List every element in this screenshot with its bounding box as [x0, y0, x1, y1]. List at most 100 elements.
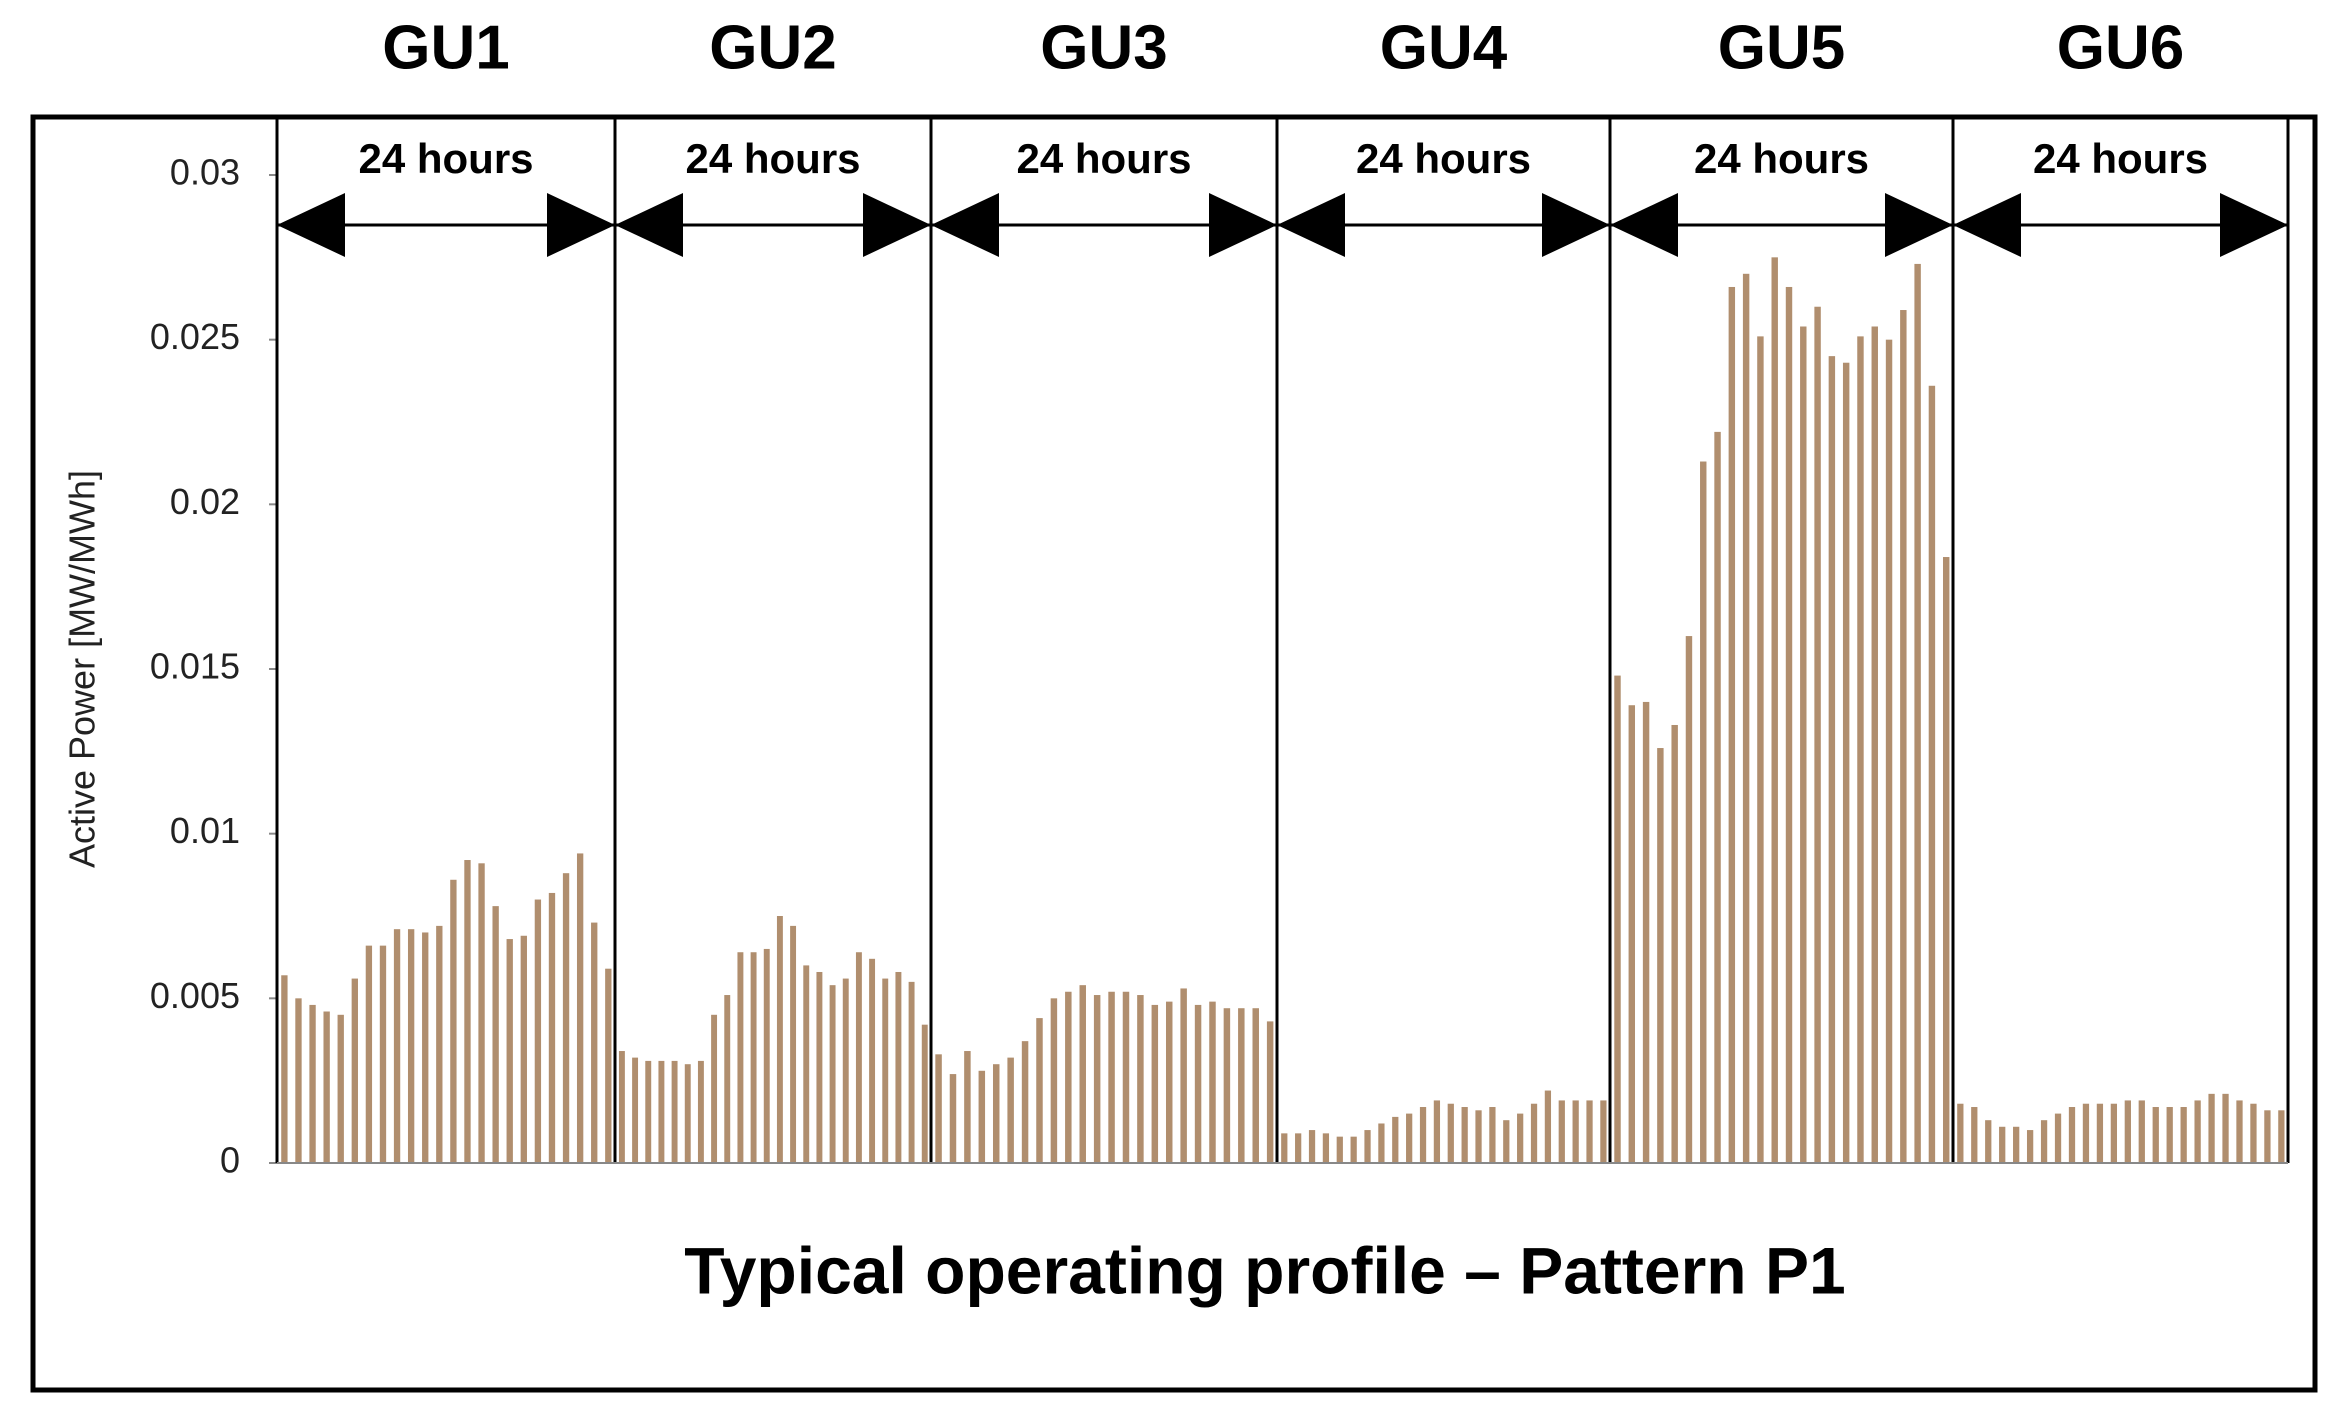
bar [711, 1014, 718, 1163]
bar [365, 945, 373, 1163]
bar [1350, 1136, 1357, 1163]
bar [1871, 326, 1878, 1163]
bar [1642, 701, 1650, 1163]
bar [1558, 1100, 1565, 1163]
bar [1295, 1133, 1302, 1163]
bar [949, 1074, 957, 1163]
bar [1530, 1103, 1538, 1163]
bar [1900, 310, 1907, 1163]
bar [1007, 1057, 1014, 1163]
bar [2264, 1110, 2271, 1163]
bar [2013, 1126, 2020, 1163]
bar [281, 975, 288, 1163]
bar [1814, 306, 1821, 1163]
bar [1165, 1001, 1173, 1163]
bar [1122, 991, 1130, 1163]
group-label: GU4 [1380, 13, 1508, 82]
bar [816, 971, 823, 1163]
bar [520, 935, 527, 1163]
bar [1828, 356, 1836, 1164]
bar [1180, 988, 1187, 1163]
bar [1108, 991, 1115, 1163]
group-label: GU5 [1718, 13, 1845, 82]
bar [803, 965, 810, 1163]
bar [1714, 431, 1721, 1163]
bar [1942, 557, 1950, 1163]
bar [1600, 1100, 1607, 1163]
bar [1489, 1107, 1496, 1163]
bar [337, 1014, 344, 1163]
span-label: 24 hours [1016, 135, 1191, 182]
bar [1628, 705, 1636, 1163]
span-label: 24 hours [685, 135, 860, 182]
bar [632, 1057, 639, 1163]
bar [1461, 1107, 1468, 1163]
bar [2082, 1103, 2090, 1163]
bar [1419, 1107, 1427, 1163]
bar [422, 932, 429, 1163]
bar [450, 879, 457, 1163]
bar [2166, 1107, 2173, 1163]
bar [1223, 1008, 1231, 1163]
bar [379, 945, 387, 1163]
bar [351, 978, 358, 1163]
bar [869, 958, 876, 1163]
bar [895, 971, 902, 1163]
bar [1252, 1008, 1259, 1163]
span-label: 24 hours [2033, 135, 2208, 182]
bar [1728, 286, 1736, 1163]
bar [605, 968, 612, 1163]
bar [2180, 1107, 2187, 1163]
bar [1771, 257, 1778, 1163]
group-label: GU1 [382, 13, 509, 82]
bar [1700, 461, 1707, 1163]
bar [2040, 1120, 2048, 1163]
bar [1266, 1021, 1274, 1163]
arrow-head [1542, 193, 1610, 257]
bar [2026, 1130, 2034, 1163]
bar [921, 1024, 928, 1163]
y-tick-label: 0 [220, 1140, 240, 1181]
bar [2054, 1113, 2062, 1163]
frame [30, 114, 2318, 1393]
bar [1957, 1103, 1964, 1163]
bar [829, 985, 836, 1163]
bar [684, 1064, 691, 1163]
group-label: GU6 [2057, 13, 2184, 82]
bar [309, 1004, 316, 1163]
arrow-head [1610, 193, 1678, 257]
arrow-head [547, 193, 615, 257]
bar [478, 863, 485, 1163]
bar [2138, 1100, 2145, 1163]
bar [882, 978, 889, 1163]
group-label: GU2 [709, 13, 836, 82]
bar [1281, 1133, 1288, 1163]
bar [591, 922, 598, 1163]
bar [1572, 1100, 1579, 1163]
bar [2236, 1100, 2243, 1163]
bar [323, 1011, 330, 1163]
bar [1671, 724, 1678, 1163]
bar [506, 939, 513, 1163]
arrow-head [1209, 193, 1277, 257]
y-axis-label: Active Power [MW/MWh] [62, 470, 103, 868]
bar [393, 929, 401, 1163]
bar [2278, 1110, 2285, 1163]
bar [1657, 748, 1664, 1163]
bar [1378, 1123, 1385, 1163]
bar [2096, 1103, 2104, 1163]
bar [964, 1051, 971, 1163]
group-label: GU3 [1040, 13, 1167, 82]
arrow-head [615, 193, 683, 257]
bar [1742, 273, 1750, 1163]
bar [763, 948, 770, 1163]
bar [1151, 1004, 1159, 1163]
bar [750, 952, 757, 1163]
bar [978, 1070, 986, 1163]
bar [2250, 1103, 2257, 1163]
bar [1392, 1116, 1399, 1163]
bar [1614, 675, 1621, 1163]
bar [1209, 1001, 1216, 1163]
span-label: 24 hours [1356, 135, 1531, 182]
